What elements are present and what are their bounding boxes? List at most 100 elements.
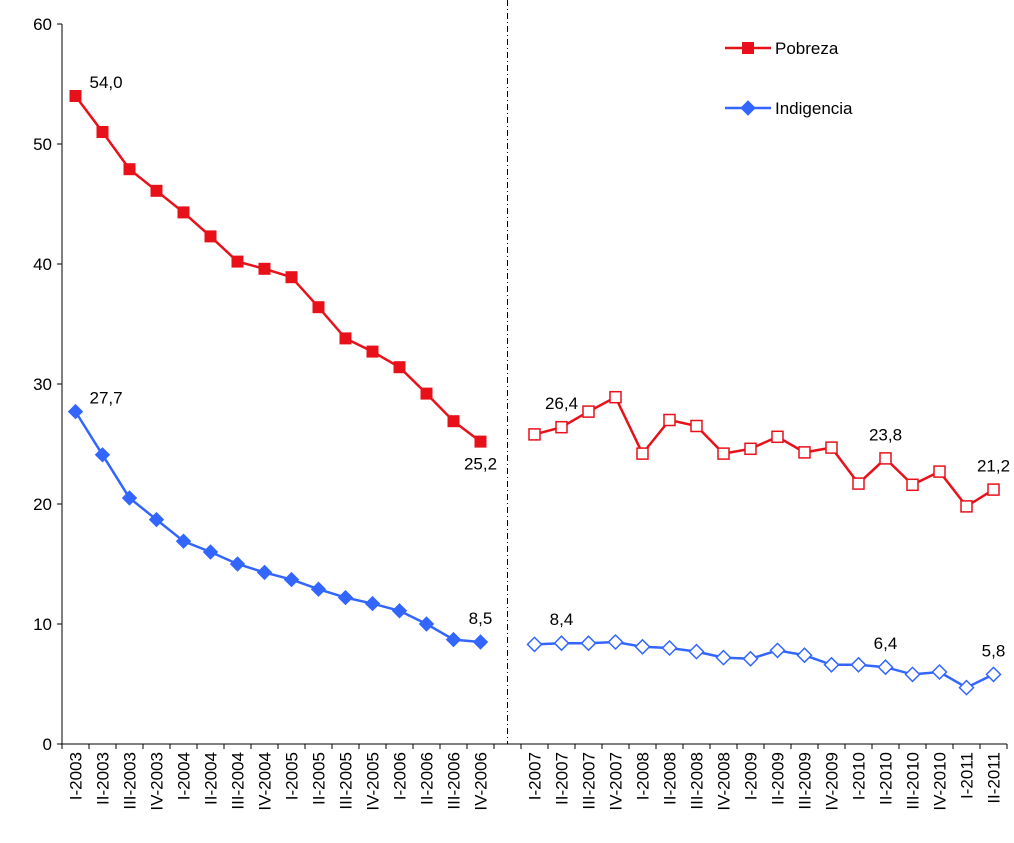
x-tick-label: II-2008 bbox=[661, 752, 680, 805]
marker bbox=[67, 403, 84, 420]
marker bbox=[744, 442, 757, 456]
data-label: 6,4 bbox=[874, 634, 898, 653]
marker bbox=[879, 452, 892, 465]
x-tick-label: IV-2006 bbox=[472, 752, 491, 811]
x-tick-label: IV-2010 bbox=[931, 752, 950, 811]
marker bbox=[393, 361, 406, 374]
x-tick-label: IV-2009 bbox=[823, 752, 842, 811]
x-tick-label: III-2004 bbox=[229, 752, 248, 810]
marker bbox=[204, 230, 217, 243]
legend-marker bbox=[742, 42, 754, 54]
marker bbox=[337, 589, 354, 606]
x-tick-label: I-2005 bbox=[283, 752, 302, 800]
y-tick-label: 60 bbox=[33, 15, 52, 34]
marker bbox=[177, 206, 190, 219]
x-tick-label: III-2009 bbox=[796, 752, 815, 810]
y-tick-label: 20 bbox=[33, 495, 52, 514]
marker bbox=[688, 643, 705, 660]
x-tick-label: IV-2008 bbox=[715, 752, 734, 811]
marker bbox=[661, 639, 678, 657]
marker bbox=[420, 387, 433, 400]
marker bbox=[69, 90, 82, 102]
marker bbox=[555, 420, 568, 434]
marker bbox=[312, 301, 325, 314]
x-tick-label: I-2003 bbox=[67, 752, 86, 800]
marker bbox=[418, 616, 435, 632]
marker bbox=[364, 595, 381, 612]
x-tick-label: II-2010 bbox=[877, 752, 896, 805]
data-label: 25,2 bbox=[464, 455, 497, 474]
marker bbox=[742, 650, 759, 667]
x-tick-label: II-2011 bbox=[985, 752, 1004, 804]
marker bbox=[121, 490, 138, 506]
x-tick-label: II-2005 bbox=[310, 752, 329, 805]
x-tick-label: III-2006 bbox=[445, 752, 464, 810]
marker bbox=[96, 126, 109, 138]
data-label: 8,5 bbox=[469, 609, 493, 628]
marker bbox=[852, 477, 865, 490]
y-tick-label: 30 bbox=[33, 375, 52, 394]
x-tick-label: IV-2003 bbox=[148, 752, 167, 811]
marker bbox=[148, 511, 165, 528]
data-label: 54,0 bbox=[90, 73, 123, 92]
x-tick-label: I-2010 bbox=[850, 752, 869, 800]
marker bbox=[769, 642, 786, 659]
x-tick-label: I-2011 bbox=[958, 752, 977, 799]
data-label: 26,4 bbox=[545, 394, 578, 413]
x-tick-label: I-2004 bbox=[175, 752, 194, 800]
marker bbox=[636, 447, 649, 460]
marker bbox=[904, 666, 921, 683]
x-tick-label: III-2005 bbox=[337, 752, 356, 810]
data-label: 21,2 bbox=[977, 457, 1010, 476]
marker bbox=[366, 345, 379, 358]
data-label: 23,8 bbox=[869, 425, 902, 444]
legend-marker bbox=[740, 100, 756, 116]
marker bbox=[931, 663, 948, 681]
x-tick-label: I-2009 bbox=[742, 752, 761, 800]
marker bbox=[123, 163, 136, 176]
x-tick-label: I-2007 bbox=[526, 752, 545, 800]
marker bbox=[202, 544, 219, 560]
marker bbox=[634, 638, 651, 655]
x-tick-label: III-2003 bbox=[121, 752, 140, 810]
marker bbox=[825, 441, 838, 454]
marker bbox=[850, 656, 867, 673]
marker bbox=[256, 564, 273, 581]
marker bbox=[150, 184, 163, 197]
marker bbox=[690, 419, 703, 433]
legend-label: Indigencia bbox=[775, 99, 853, 118]
marker bbox=[472, 634, 489, 650]
marker bbox=[582, 405, 595, 418]
marker bbox=[474, 435, 487, 448]
marker bbox=[609, 390, 622, 404]
marker bbox=[339, 332, 352, 345]
marker bbox=[445, 631, 462, 648]
marker bbox=[958, 679, 975, 696]
y-tick-label: 50 bbox=[33, 135, 52, 154]
marker bbox=[796, 647, 813, 664]
x-tick-label: I-2008 bbox=[634, 752, 653, 800]
marker bbox=[607, 633, 624, 651]
x-tick-label: II-2009 bbox=[769, 752, 788, 805]
marker bbox=[175, 533, 192, 549]
marker bbox=[823, 656, 840, 673]
marker bbox=[553, 635, 570, 652]
marker bbox=[933, 465, 946, 478]
marker bbox=[771, 430, 784, 444]
x-tick-label: I-2006 bbox=[391, 752, 410, 800]
x-tick-label: IV-2007 bbox=[607, 752, 626, 811]
marker bbox=[906, 478, 919, 492]
data-label: 27,7 bbox=[90, 389, 123, 408]
series-line bbox=[74, 95, 995, 509]
marker bbox=[526, 636, 543, 653]
marker bbox=[877, 659, 894, 676]
marker bbox=[391, 603, 408, 619]
data-label: 8,4 bbox=[550, 610, 574, 629]
x-tick-label: III-2010 bbox=[904, 752, 923, 810]
y-tick-label: 10 bbox=[33, 615, 52, 634]
marker bbox=[987, 483, 1000, 496]
marker bbox=[310, 581, 327, 597]
legend-label: Pobreza bbox=[775, 39, 839, 58]
x-tick-label: II-2003 bbox=[94, 752, 113, 805]
